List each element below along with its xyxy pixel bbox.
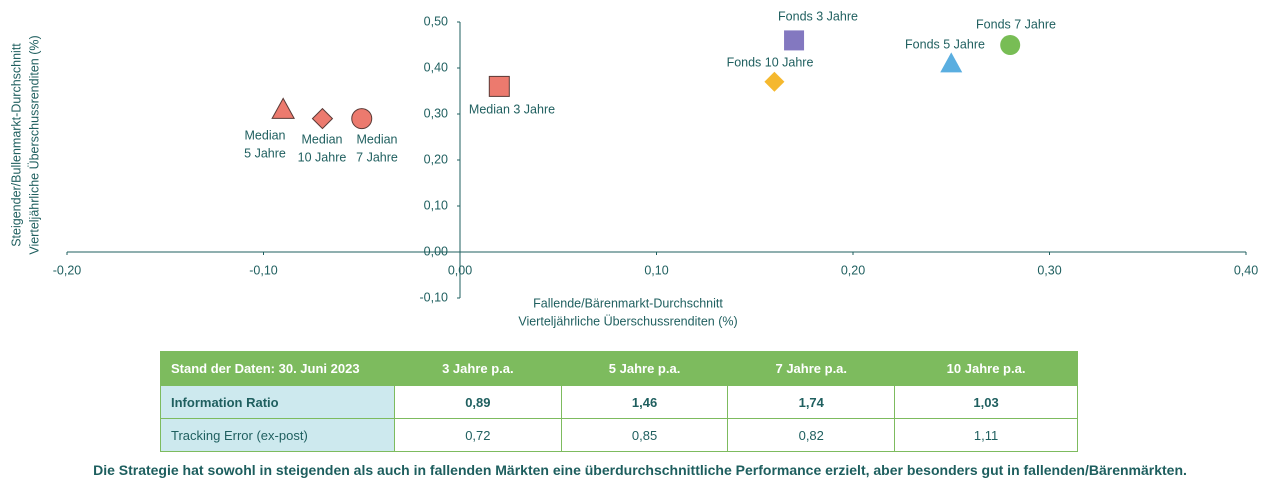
table-row: Information Ratio 0,89 1,46 1,74 1,03 [160,385,1078,419]
table-cell: 7 Jahre p.a. [727,351,896,386]
table-cell: 3 Jahre p.a. [394,351,562,386]
footnote: Die Strategie hat sowohl in steigenden a… [93,462,1187,478]
y-tick-label: 0,50 [424,14,448,28]
table-row: Tracking Error (ex-post) 0,72 0,85 0,82 1,11 [160,418,1078,452]
table-cell: 1,46 [560,385,729,419]
point-label: Median 3 Jahre [469,102,555,116]
y-tick-label: 0,40 [424,60,448,74]
x-axis-label: Fallende/Bärenmarkt-Durchschnitt [533,296,723,310]
x-tick-label: 0,20 [841,263,865,277]
point [764,71,785,92]
point [1000,35,1021,55]
point-label: Median [302,132,343,146]
table-cell: Information Ratio [160,385,395,419]
table-cell: 1,11 [894,418,1078,452]
table-cell: Tracking Error (ex-post) [160,418,395,452]
table-cell: 10 Jahre p.a. [894,351,1078,386]
table-cell: 1,74 [727,385,896,419]
table-cell: 0,72 [394,418,562,452]
x-tick-label: -0,10 [249,263,278,277]
point-label: 7 Jahre [356,150,398,164]
y-tick-label: 0,10 [424,198,448,212]
x-tick-label: 0,30 [1037,263,1061,277]
point-label: 5 Jahre [244,146,286,160]
table-cell: 0,85 [560,418,729,452]
point-label: Fonds 3 Jahre [778,9,858,23]
point [271,97,295,119]
point [940,52,963,73]
x-tick-label: 0,00 [448,263,472,277]
y-tick-label: 0,30 [424,106,448,120]
point-label: 10 Jahre [298,150,347,164]
table-cell: 0,89 [394,385,562,419]
y-axis-label: Steigender/Bullenmarkt-Durchschnitt [9,43,23,247]
table-cell: 5 Jahre p.a. [560,351,729,386]
table-cell: 1,03 [894,385,1078,419]
y-tick-label: 0,20 [424,152,448,166]
table-row: Stand der Daten: 30. Juni 2023 3 Jahre p.… [160,351,1078,386]
point-label: Median [245,128,286,142]
point [351,108,373,130]
point [784,30,805,51]
point-label: Fonds 7 Jahre [976,17,1056,31]
y-tick-label: 0,00 [424,244,448,258]
chart: -0,20 -0,10 0,00 0,10 0,20 0,30 0,40 -0,10 0,00 0… [9,9,1258,328]
point-label: Fonds 10 Jahre [727,55,814,69]
y-axis-label: Vierteljährliche Überschussrenditen (%) [27,35,41,254]
x-tick-label: 0,10 [644,263,668,277]
x-tick-label: -0,20 [53,263,82,277]
y-tick-label: -0,10 [420,290,449,304]
x-tick-label: 0,40 [1234,263,1258,277]
table-cell: 0,82 [727,418,896,452]
point-label: Median [357,132,398,146]
data-table: Stand der Daten: 30. Juni 2023 3 Jahre p.… [160,351,1078,452]
point [488,75,510,97]
table-cell: Stand der Daten: 30. Juni 2023 [160,351,395,386]
x-axis-label: Vierteljährliche Überschussrenditen (%) [518,314,737,328]
point-label: Fonds 5 Jahre [905,37,985,51]
point [311,107,334,130]
